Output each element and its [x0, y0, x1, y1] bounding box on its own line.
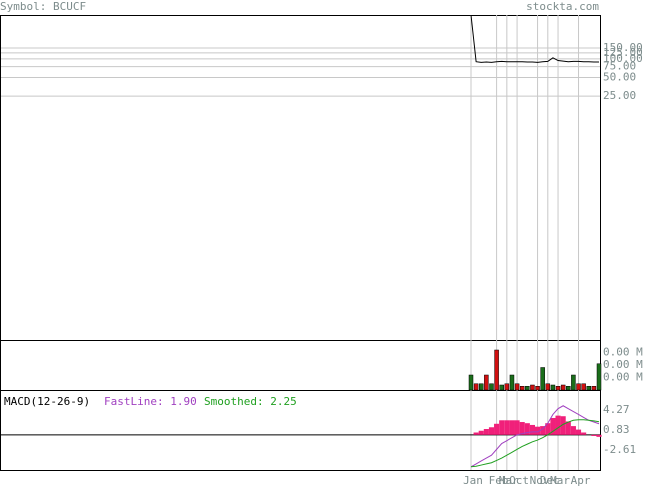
fast-label: FastLine: 1.90 [104, 395, 197, 408]
macd-histogram [499, 420, 505, 435]
volume-bar [545, 383, 551, 391]
volume-bar [468, 374, 474, 391]
macd-histogram [514, 420, 520, 435]
x-tick-label: Oct [509, 474, 529, 486]
macd-histogram [550, 417, 556, 435]
x-tick-label: Nov [530, 474, 550, 486]
volume-bar [576, 383, 581, 391]
volume-bar [473, 383, 479, 391]
volume-tick-label: 0.00 M [603, 358, 643, 371]
macd-histogram [581, 432, 587, 435]
volume-bar [540, 367, 545, 391]
x-tick-label: Dec [540, 474, 560, 486]
x-tick-label: Jan [463, 474, 483, 486]
volume-tick-label: 0.00 M [603, 346, 643, 359]
volume-bar [581, 383, 586, 391]
volume-bar [499, 384, 504, 391]
smoothed-line [470, 419, 600, 468]
macd-histogram [529, 424, 535, 435]
x-tick-label: Mar [499, 474, 519, 486]
volume-bar [530, 384, 535, 391]
volume-bar [560, 384, 566, 391]
macd-histogram [524, 423, 530, 435]
volume-bar [509, 374, 515, 391]
macd-title: MACD(12-26-9) [4, 395, 90, 408]
volume-bar [484, 374, 489, 391]
x-tick-label: Mar [550, 474, 570, 486]
volume-bar [586, 386, 592, 391]
macd-tick-label: 4.27 [603, 403, 630, 416]
macd-histogram [540, 426, 546, 435]
macd-histogram [596, 434, 602, 437]
macd-histogram [473, 432, 479, 435]
symbol: Symbol: BCUCF [0, 0, 86, 13]
macd-tick-label: 0.83 [603, 423, 630, 436]
macd-histogram [575, 429, 582, 435]
macd-histogram [504, 420, 510, 435]
macd-tick-label: -2.61 [603, 443, 636, 456]
volume-bar [566, 386, 571, 391]
macd-panel [0, 390, 601, 471]
volume-bar [494, 349, 499, 391]
price-panel [0, 15, 601, 341]
macd-histogram [570, 426, 576, 435]
macd-histogram [555, 415, 561, 435]
smoothed-label: Smoothed: 2.25 [204, 395, 297, 408]
macd-histogram [591, 434, 597, 436]
volume-bar [571, 374, 576, 391]
fast-line [470, 405, 600, 468]
macd-histogram [560, 416, 566, 435]
price-line [470, 14, 599, 63]
macd-histogram [565, 421, 571, 435]
volume-bar [596, 363, 602, 391]
macd-histogram [509, 420, 515, 435]
macd-histogram [535, 426, 541, 435]
volume-bar [591, 386, 597, 391]
volume-bar [478, 383, 484, 391]
y-tick-label: 50.00 [603, 70, 636, 83]
x-tick-label: Feb [489, 474, 509, 486]
macd-histogram [478, 430, 484, 435]
macd-histogram [483, 429, 489, 435]
x-tick-label: Apr [571, 474, 591, 486]
macd-histogram [545, 423, 551, 435]
site: stockta.com [526, 0, 599, 13]
volume-bar [555, 386, 561, 391]
y-tick-label: 25.00 [603, 89, 636, 102]
volume-bar [504, 383, 510, 391]
volume-tick-label: 0.00 M [603, 371, 643, 384]
volume-bar [535, 386, 540, 391]
y-tick-label: 75.00 [603, 60, 636, 73]
macd-histogram [494, 423, 500, 435]
volume-bar [525, 386, 530, 391]
y-tick-label: 150.00 [603, 41, 643, 54]
y-tick-label: 125.00 [603, 46, 643, 59]
volume-bar [514, 383, 520, 391]
y-tick-label: 100.00 [603, 52, 643, 65]
macd-histogram [519, 422, 525, 435]
macd-histogram [488, 427, 495, 435]
volume-bar [489, 383, 494, 391]
volume-bar [550, 384, 556, 391]
volume-bar [519, 386, 525, 391]
